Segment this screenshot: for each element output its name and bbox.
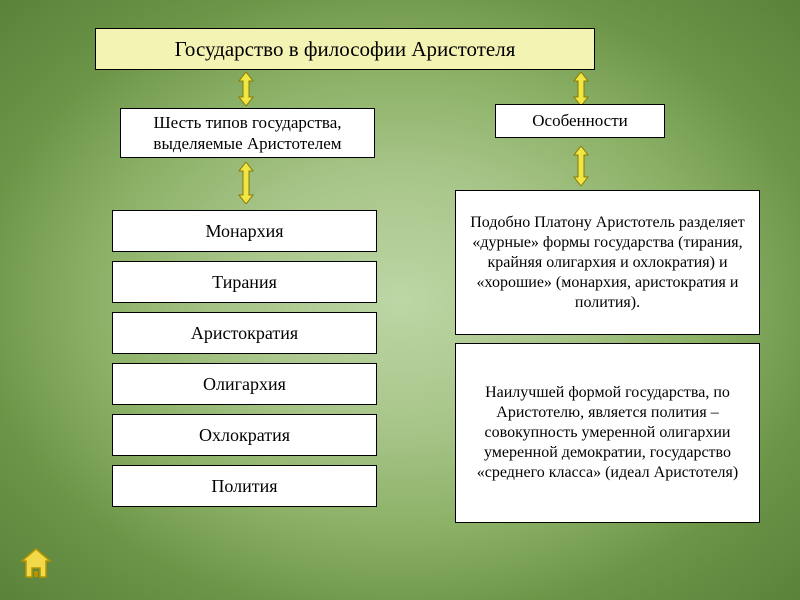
arrow-left-down <box>235 162 257 192</box>
type-item-4: Олигархия <box>112 363 377 405</box>
feature-box-1: Подобно Платону Аристотель разделяет «ду… <box>455 190 760 335</box>
diagram-title: Государство в философии Аристотеля <box>95 28 595 70</box>
arrow-title-to-right <box>570 72 592 102</box>
type-item-3: Аристократия <box>112 312 377 354</box>
type-item-1: Монархия <box>112 210 377 252</box>
feature-box-2: Наилучшей формой государства, по Аристот… <box>455 343 760 523</box>
arrow-title-to-left <box>235 72 257 102</box>
right-header: Особенности <box>495 104 665 138</box>
type-item-2: Тирания <box>112 261 377 303</box>
type-item-5: Охлократия <box>112 414 377 456</box>
left-header: Шесть типов государства, выделяемые Арис… <box>120 108 375 158</box>
home-icon[interactable] <box>18 546 54 582</box>
type-item-6: Полития <box>112 465 377 507</box>
arrow-right-down <box>570 146 592 176</box>
